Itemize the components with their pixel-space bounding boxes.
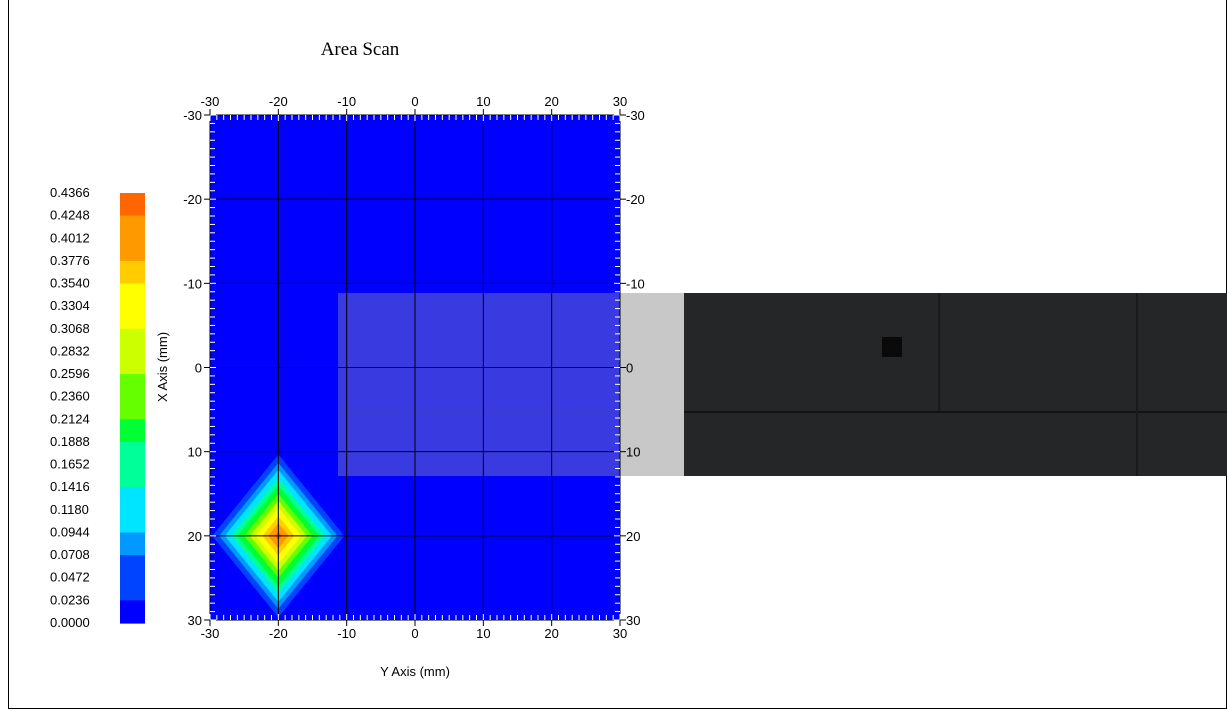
x-tick-label-top: 30 (613, 94, 627, 109)
y-tick-label-left: 10 (188, 445, 202, 460)
chart-title: Area Scan (321, 39, 400, 60)
x-tick-label-bottom: 10 (476, 626, 490, 641)
y-tick-label-right: -10 (626, 276, 645, 291)
y-tick-label-left: 0 (195, 361, 202, 376)
y-tick-label-left: -10 (183, 276, 202, 291)
x-tick-label-top: 10 (476, 94, 490, 109)
y-tick-label-right: 20 (626, 529, 640, 544)
colorbar-label: 0.3540 (50, 276, 90, 291)
colorbar-segment (120, 193, 145, 217)
y-tick-label-right: -20 (626, 192, 645, 207)
photo-overlay-tint (338, 293, 620, 476)
x-tick-label-bottom: -10 (337, 626, 356, 641)
colorbar-segment (120, 215, 145, 239)
colorbar-label: 0.4366 (50, 185, 90, 200)
colorbar-label: 0.1652 (50, 457, 90, 472)
x-tick-label-bottom: -20 (269, 626, 288, 641)
colorbar-label: 0.3304 (50, 298, 90, 313)
colorbar-segment (120, 283, 145, 307)
colorbar-label: 0.0472 (50, 570, 90, 585)
colorbar: 0.4366 0.4248 0.4012 0.3776 0.3540 0.3304 0.30… (50, 185, 145, 630)
colorbar-label: 0.0944 (50, 524, 90, 539)
y-tick-label-right: 0 (626, 361, 633, 376)
colorbar-label: 0.4248 (50, 208, 90, 223)
colorbar-segment (120, 487, 145, 511)
x-tick-label-bottom: 30 (613, 626, 627, 641)
y-tick-label-right: 10 (626, 445, 640, 460)
colorbar-label: 0.2832 (50, 343, 90, 358)
colorbar-label: 0.0000 (50, 615, 90, 630)
y-tick-label-left: 20 (188, 529, 202, 544)
colorbar-label: 0.0236 (50, 592, 90, 607)
colorbar-segment (120, 600, 145, 624)
y-tick-label-right: 30 (626, 613, 640, 628)
colorbar-label: 0.2596 (50, 366, 90, 381)
colorbar-segment (120, 419, 145, 443)
x-axis-title: Y Axis (mm) (380, 664, 450, 679)
photo-overlay-on-plot (338, 293, 620, 476)
y-tick-label-left: 30 (188, 613, 202, 628)
colorbar-label: 0.1888 (50, 434, 90, 449)
colorbar-segment (120, 238, 145, 262)
colorbar-label: 0.2124 (50, 411, 90, 426)
colorbar-segment (120, 532, 145, 556)
colorbar-label: 0.1180 (50, 502, 89, 517)
photo-marker (882, 337, 902, 357)
colorbar-label: 0.3068 (50, 321, 90, 336)
x-tick-label-top: -30 (201, 94, 220, 109)
x-tick-label-bottom: 20 (544, 626, 558, 641)
colorbar-segment (120, 577, 145, 601)
colorbar-segment (120, 374, 145, 398)
colorbar-label: 0.0708 (50, 547, 90, 562)
colorbar-segment (120, 555, 145, 579)
colorbar-segment (120, 328, 145, 353)
photo-seam (684, 411, 1227, 413)
colorbar-label: 0.3776 (50, 253, 90, 268)
colorbar-label: 0.2360 (50, 389, 90, 404)
colorbar-segment (120, 306, 145, 330)
colorbar-segment (120, 260, 145, 285)
photo-seam (938, 293, 940, 411)
colorbar-segment (120, 509, 145, 534)
x-tick-label-bottom: 0 (411, 626, 418, 641)
colorbar-segment (120, 464, 145, 488)
colorbar-label: 0.1416 (50, 479, 90, 494)
x-tick-label-top: 20 (544, 94, 558, 109)
y-tick-label-right: -30 (626, 108, 645, 123)
photo-dark-section (684, 293, 1227, 476)
colorbar-segment (120, 441, 145, 466)
y-axis-title: X Axis (mm) (155, 332, 170, 402)
colorbar-segment (120, 396, 145, 420)
y-tick-label-left: -30 (183, 108, 202, 123)
photo-seam (1136, 293, 1138, 476)
colorbar-label: 0.4012 (50, 230, 90, 245)
x-tick-label-bottom: -30 (201, 626, 220, 641)
x-tick-label-top: -20 (269, 94, 288, 109)
x-tick-label-top: 0 (411, 94, 418, 109)
y-tick-label-left: -20 (183, 192, 202, 207)
x-tick-label-top: -10 (337, 94, 356, 109)
colorbar-segment (120, 351, 145, 375)
